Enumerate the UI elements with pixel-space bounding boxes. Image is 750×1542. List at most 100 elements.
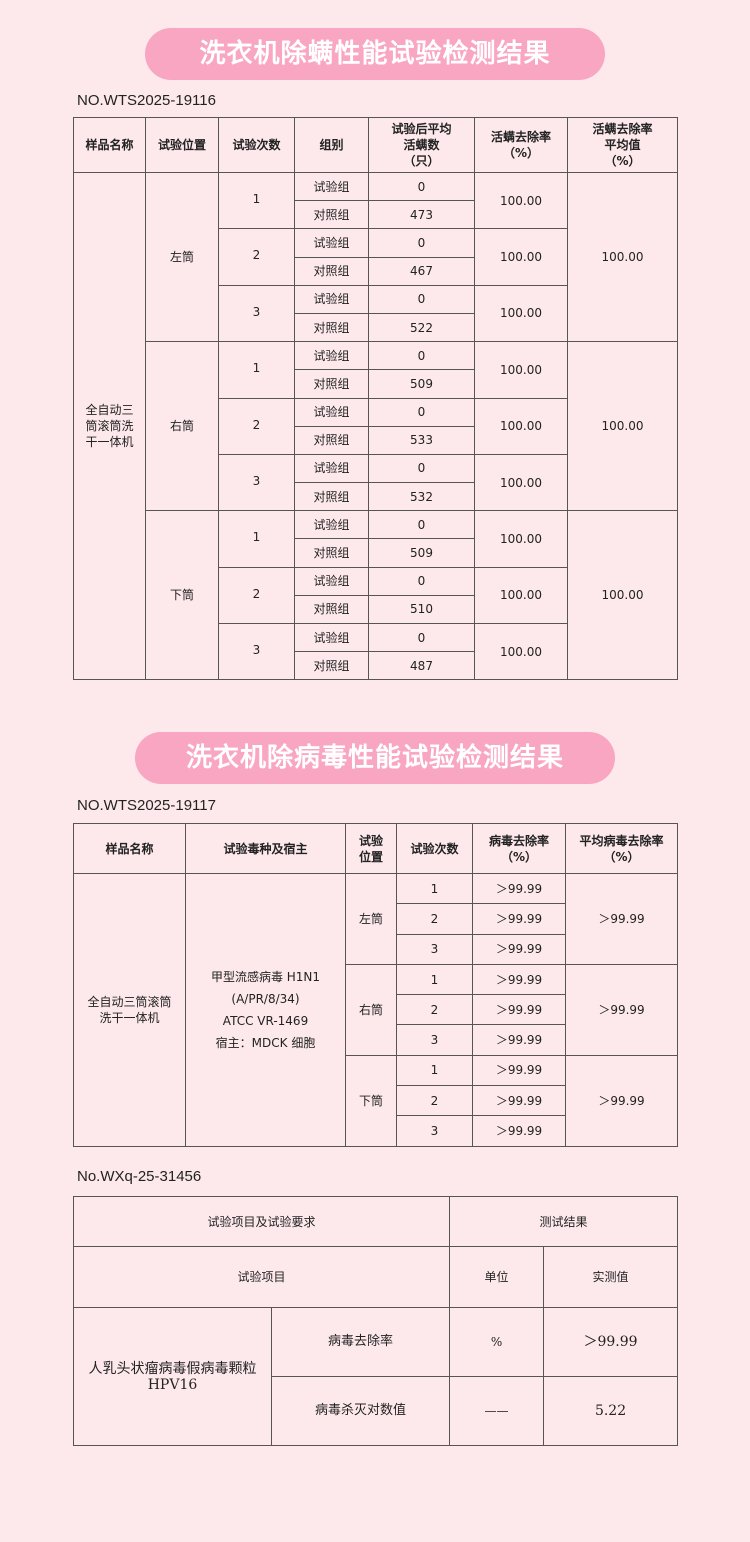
column-header: 活螨去除率 平均值 （%） bbox=[567, 117, 678, 173]
trial-number: 3 bbox=[218, 453, 295, 512]
table-row: 右筒 1 ＞99.99 ＞99.99 bbox=[74, 963, 678, 1056]
hpv-unit: —— bbox=[449, 1376, 545, 1446]
group-label: 试验组 bbox=[294, 284, 369, 314]
column-header: 试验后平均 活螨数 （只） bbox=[368, 117, 475, 173]
virus-strain-and-host: 甲型流感病毒 H1N1 (A/PR/8/34) ATCC VR-1469 宿主：… bbox=[185, 873, 346, 1147]
column-header: 试验 位置 bbox=[345, 823, 397, 874]
group-label: 试验组 bbox=[294, 171, 369, 202]
average-removal-rate: 100.00 bbox=[567, 341, 678, 512]
trial-number: 1 bbox=[218, 171, 295, 230]
header-test-result: 测试结果 bbox=[449, 1196, 679, 1247]
mite-count: 0 bbox=[368, 453, 475, 484]
group-label: 试验组 bbox=[294, 341, 369, 371]
test-position: 左筒 bbox=[345, 873, 397, 965]
average-removal-rate: 100.00 bbox=[567, 171, 678, 343]
removal-rate: 100.00 bbox=[474, 510, 568, 568]
mite-count: 532 bbox=[368, 482, 475, 512]
test-position: 右筒 bbox=[345, 963, 397, 1056]
removal-rate: 100.00 bbox=[474, 622, 568, 681]
mite-count: 0 bbox=[368, 566, 475, 596]
group-label: 试验组 bbox=[294, 228, 369, 258]
hpv-report-number: No.WXq-25-31456 bbox=[77, 1168, 202, 1185]
table-row: 对照组 473 bbox=[74, 200, 678, 230]
column-header: 样品名称 bbox=[73, 117, 146, 173]
removal-rate: ＞99.99 bbox=[472, 1115, 566, 1147]
mite-section-title: 洗衣机除螨性能试验检测结果 bbox=[145, 28, 605, 80]
test-position: 下筒 bbox=[345, 1054, 397, 1147]
table-row: 下筒 1 ＞99.99 ＞99.99 bbox=[74, 1054, 678, 1147]
trial-number: 2 bbox=[396, 1085, 473, 1117]
mite-count: 0 bbox=[368, 228, 475, 258]
mite-count: 0 bbox=[368, 284, 475, 314]
column-header: 活螨去除率 （%） bbox=[474, 117, 568, 173]
table-row: 3 试验组 0 100.00 bbox=[74, 453, 678, 512]
table-row: 2 试验组 0 100.00 bbox=[74, 397, 678, 455]
table-row: 对照组 467 bbox=[74, 256, 678, 286]
trial-number: 2 bbox=[218, 228, 295, 286]
hpv-sample: 人乳头状瘤病毒假病毒颗粒 HPV16 bbox=[73, 1307, 272, 1446]
mite-count: 0 bbox=[368, 510, 475, 540]
mite-results-table: 样品名称 试验位置 试验次数 组别 试验后平均 活螨数 （只） 活螨去除率 （%） 活螨去除… bbox=[73, 117, 678, 681]
removal-rate: ＞99.99 bbox=[472, 994, 566, 1026]
trial-number: 3 bbox=[396, 1115, 473, 1147]
removal-rate: 100.00 bbox=[474, 171, 568, 230]
group-label: 对照组 bbox=[294, 425, 369, 455]
removal-rate: 100.00 bbox=[474, 284, 568, 343]
mite-count: 0 bbox=[368, 622, 475, 653]
mite-count: 487 bbox=[368, 651, 475, 681]
trial-number: 3 bbox=[396, 1024, 473, 1056]
removal-rate: 100.00 bbox=[474, 453, 568, 512]
column-header: 试验次数 bbox=[396, 823, 473, 874]
removal-rate: 100.00 bbox=[474, 228, 568, 286]
table-row: 3 ＞99.99 bbox=[74, 1115, 678, 1147]
group-label: 试验组 bbox=[294, 510, 369, 540]
trial-number: 1 bbox=[396, 872, 473, 905]
mite-count: 467 bbox=[368, 256, 475, 286]
column-header: 试验位置 bbox=[145, 117, 219, 173]
average-removal-rate: ＞99.99 bbox=[565, 963, 678, 1056]
header-measured-value: 实测值 bbox=[543, 1246, 679, 1308]
table-row: 对照组 487 bbox=[74, 651, 678, 681]
sample-name: 全自动三筒滚筒 洗干一体机 bbox=[73, 873, 186, 1147]
table-row: 全自动三 筒滚筒洗 干一体机 左筒 1 试验组 0 100.00 100.00 bbox=[73, 171, 678, 681]
hpv-value: ＞99.99 bbox=[543, 1307, 679, 1377]
group-label: 对照组 bbox=[294, 482, 369, 512]
column-header: 病毒去除率 （%） bbox=[472, 823, 566, 874]
average-removal-rate: ＞99.99 bbox=[565, 873, 678, 965]
sample-name: 全自动三 筒滚筒洗 干一体机 bbox=[73, 171, 146, 681]
trial-number: 2 bbox=[218, 397, 295, 455]
removal-rate: ＞99.99 bbox=[472, 1085, 566, 1117]
table-row: 全自动三筒滚筒 洗干一体机 甲型流感病毒 H1N1 (A/PR/8/34) ATC… bbox=[73, 872, 678, 1147]
group-label: 对照组 bbox=[294, 538, 369, 568]
table-row: 2 ＞99.99 bbox=[74, 1085, 678, 1117]
test-position: 右筒 bbox=[145, 341, 219, 512]
column-header: 组别 bbox=[294, 117, 369, 173]
hpv-unit: % bbox=[449, 1307, 545, 1377]
group-label: 对照组 bbox=[294, 256, 369, 286]
trial-number: 1 bbox=[218, 510, 295, 568]
table-row: 右筒 1 试验组 0 100.00 100.00 bbox=[74, 341, 678, 512]
hpv-results-table: 试验项目及试验要求 测试结果 试验项目 单位 实测值 人乳头状瘤病毒假病毒颗粒 … bbox=[72, 1196, 679, 1446]
table-row: 下筒 1 试验组 0 100.00 100.00 bbox=[74, 510, 678, 681]
group-label: 对照组 bbox=[294, 594, 369, 625]
table-row: 2 试验组 0 100.00 bbox=[74, 566, 678, 625]
header-unit: 单位 bbox=[449, 1246, 545, 1308]
table-row: 3 ＞99.99 bbox=[74, 933, 678, 965]
group-label: 对照组 bbox=[294, 369, 369, 399]
header-test-item: 试验项目 bbox=[72, 1246, 451, 1308]
virus-section-title: 洗衣机除病毒性能试验检测结果 bbox=[135, 732, 615, 784]
mite-report-number: NO.WTS2025-19116 bbox=[77, 92, 216, 109]
group-label: 对照组 bbox=[294, 312, 369, 343]
table-row: 对照组 509 bbox=[74, 538, 678, 568]
mite-count: 509 bbox=[368, 369, 475, 399]
mite-count: 0 bbox=[368, 341, 475, 371]
table-row: 对照组 509 bbox=[74, 369, 678, 399]
trial-number: 3 bbox=[396, 933, 473, 965]
column-header: 试验毒种及宿主 bbox=[185, 823, 346, 874]
table-row: 对照组 510 bbox=[74, 594, 678, 625]
virus-report-number: NO.WTS2025-19117 bbox=[77, 797, 216, 814]
test-position: 左筒 bbox=[145, 171, 219, 343]
trial-number: 2 bbox=[396, 994, 473, 1026]
table-row: 对照组 522 bbox=[74, 312, 678, 343]
table-row: 3 试验组 0 100.00 bbox=[74, 622, 678, 681]
